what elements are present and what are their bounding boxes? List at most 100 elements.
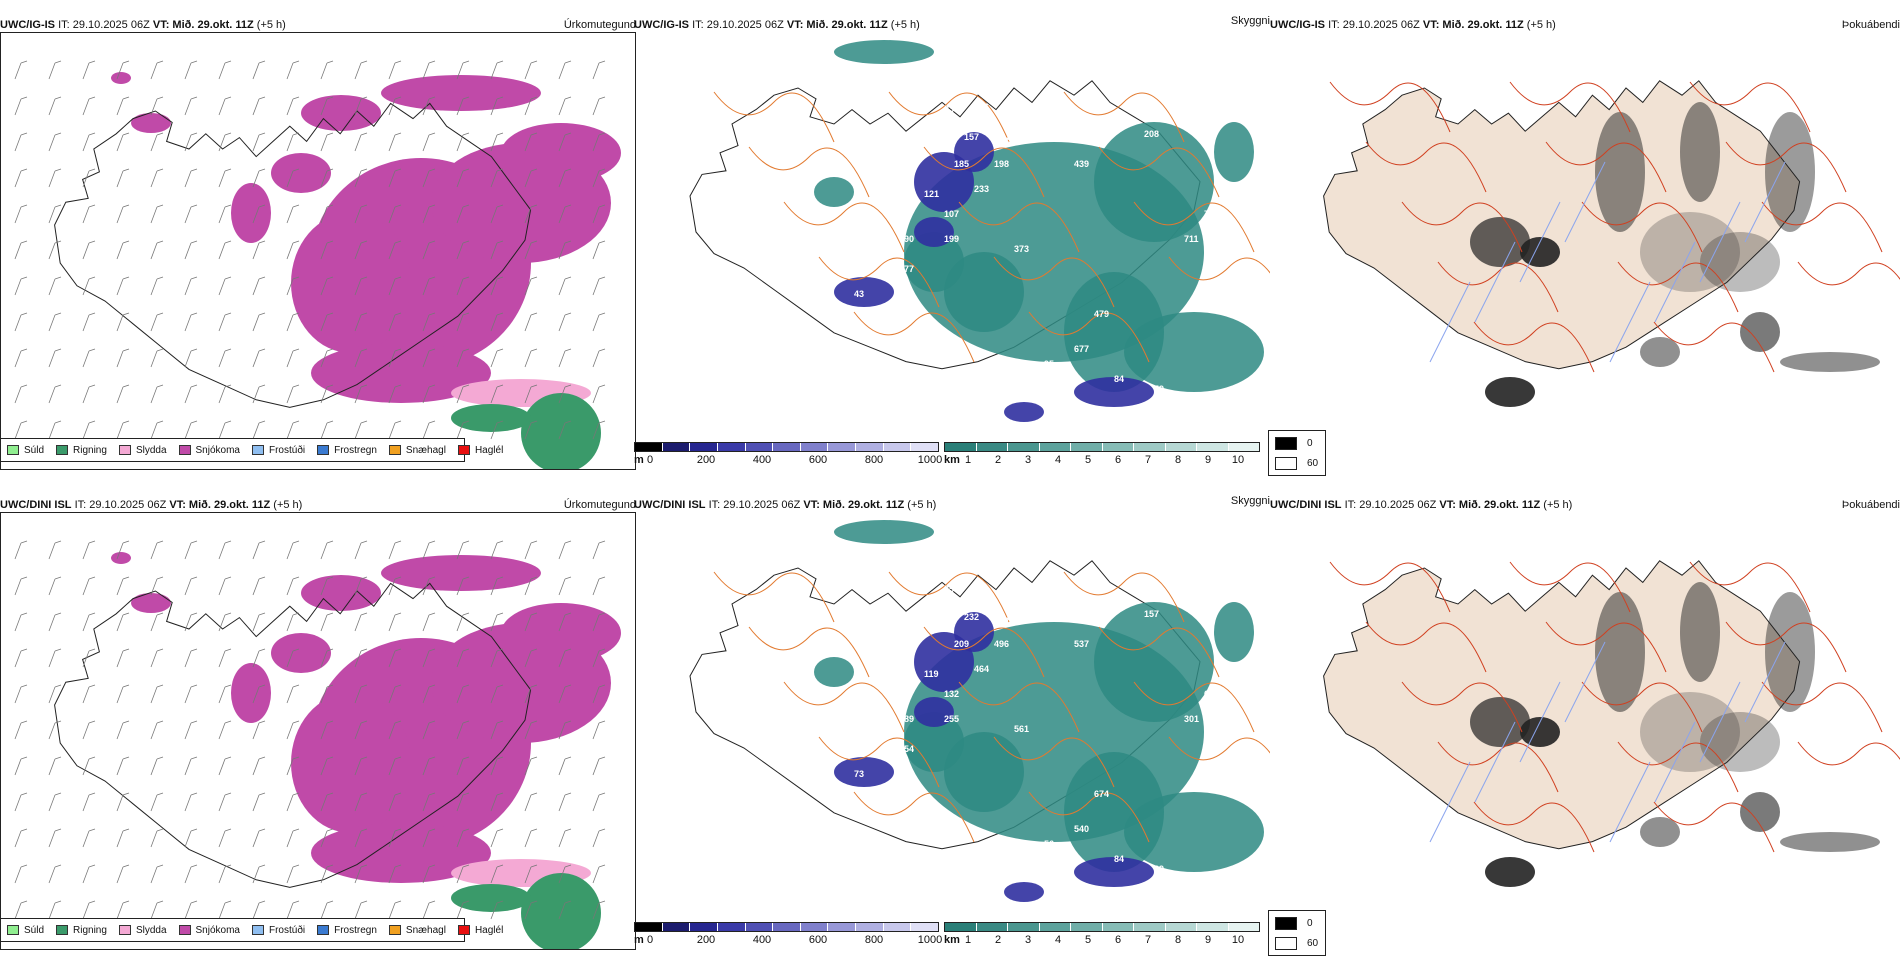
wind-barb xyxy=(388,168,402,188)
colorbar-tick: 2 xyxy=(994,934,1002,946)
cloudbase-value: 89 xyxy=(904,714,914,724)
wind-barb xyxy=(354,240,368,260)
vt-value: Mið. 29.okt. 11Z xyxy=(172,19,257,31)
wind-barb xyxy=(116,204,130,224)
wind-barb xyxy=(286,684,300,704)
wind-barb xyxy=(320,132,334,152)
wind-barb xyxy=(48,240,62,260)
fog-area xyxy=(1640,337,1680,367)
wind-barb xyxy=(116,828,130,848)
cloudbase-value: 464 xyxy=(974,664,989,674)
precip-legend: Súld Rigning Slydda Snjókoma Frostúði Frostre… xyxy=(0,438,503,462)
cloudbase-colorbar-strip xyxy=(634,922,939,932)
wind-barb xyxy=(354,276,368,296)
wind-barb xyxy=(524,204,538,224)
wind-barb xyxy=(592,420,606,440)
it-label: IT: xyxy=(708,499,724,511)
wind-barb xyxy=(82,900,96,920)
cloudbase-value: 233 xyxy=(974,184,989,194)
wind-barb xyxy=(524,684,538,704)
wind-barb xyxy=(592,792,606,812)
colorbar-tick: 3 xyxy=(1024,454,1032,466)
wind-barb xyxy=(184,864,198,884)
fog-legend-value: 60 xyxy=(1307,938,1319,949)
wind-barb xyxy=(490,540,504,560)
wind-barb xyxy=(490,204,504,224)
wind-barb xyxy=(354,900,368,920)
legend-label: Súld xyxy=(24,444,45,456)
low-cloudbase-area xyxy=(1004,402,1044,422)
road-line xyxy=(888,91,1010,143)
low-cloudbase-area xyxy=(914,217,954,247)
low-visibility-area xyxy=(1094,122,1214,242)
cloudbase-value: 872 xyxy=(994,616,1009,626)
colorbar-cell xyxy=(976,443,1008,451)
wind-barb xyxy=(422,240,436,260)
wind-barb xyxy=(524,60,538,80)
road-line xyxy=(1098,626,1220,678)
wind-barb xyxy=(150,204,164,224)
cloudbase-value: 232 xyxy=(964,612,979,622)
wind-barb xyxy=(558,168,572,188)
fog-legend-swatch xyxy=(1275,457,1297,470)
wind-barb xyxy=(388,720,402,740)
road-line xyxy=(1401,201,1523,253)
cloudbase-value: 73 xyxy=(854,769,864,779)
wind-barb xyxy=(558,684,572,704)
wind-barb xyxy=(524,828,538,848)
snow-area xyxy=(301,95,381,131)
wind-barb xyxy=(524,240,538,260)
colorbar-cell xyxy=(1039,443,1071,451)
forecast-row: UWC/DINI ISL IT: 29.10.2025 06Z VT: Mið.… xyxy=(0,495,1900,968)
road-line xyxy=(993,736,1115,788)
wind-barb xyxy=(252,612,266,632)
cloudbase-value: 355 xyxy=(944,584,959,594)
low-visibility-area xyxy=(834,520,934,544)
wind-barb xyxy=(524,864,538,884)
wind-barb xyxy=(320,576,334,596)
wind-barb xyxy=(490,312,504,332)
wind-barb xyxy=(218,612,232,632)
wind-barb xyxy=(592,132,606,152)
wind-barb xyxy=(116,420,130,440)
legend-swatch xyxy=(251,925,264,935)
it-label: IT: xyxy=(692,19,707,31)
snow-area xyxy=(291,213,411,353)
wind-barb xyxy=(422,168,436,188)
wind-barb xyxy=(116,276,130,296)
wind-barb xyxy=(286,648,300,668)
wind-barb xyxy=(456,60,470,80)
wind-barb xyxy=(320,312,334,332)
wind-barb xyxy=(388,684,402,704)
wind-barb xyxy=(490,864,504,884)
wind-barb xyxy=(592,240,606,260)
fog-area xyxy=(1640,817,1680,847)
wind-barb xyxy=(82,756,96,776)
vt-label: VT: xyxy=(803,499,823,511)
wind-barb xyxy=(116,684,130,704)
wind-barb xyxy=(490,756,504,776)
wind-barb xyxy=(218,756,232,776)
legend-item: Snjókoma xyxy=(178,925,240,936)
wind-barb xyxy=(490,900,504,920)
legend-item: Snæhagl xyxy=(388,925,446,936)
wind-barb xyxy=(320,276,334,296)
colorbar-cell xyxy=(745,443,774,451)
cloudbase-value: 107 xyxy=(944,209,959,219)
fog-area xyxy=(1700,232,1780,292)
wind-barb xyxy=(150,756,164,776)
legend-item: Slydda xyxy=(118,445,167,456)
colorbar-cell xyxy=(1228,923,1259,931)
wind-barb xyxy=(354,312,368,332)
wind-barb xyxy=(558,204,572,224)
colorbar-tick: 600 xyxy=(808,934,828,946)
wind-barb xyxy=(14,60,28,80)
wind-barb xyxy=(116,348,130,368)
snow-area xyxy=(131,593,171,613)
colorbar-tick: 5 xyxy=(1084,454,1092,466)
wind-barb xyxy=(320,420,334,440)
wind-barb xyxy=(82,276,96,296)
model-name: UWC/IG-IS xyxy=(634,19,689,31)
wind-barb xyxy=(456,612,470,632)
low-cloudbase-area xyxy=(914,632,974,692)
